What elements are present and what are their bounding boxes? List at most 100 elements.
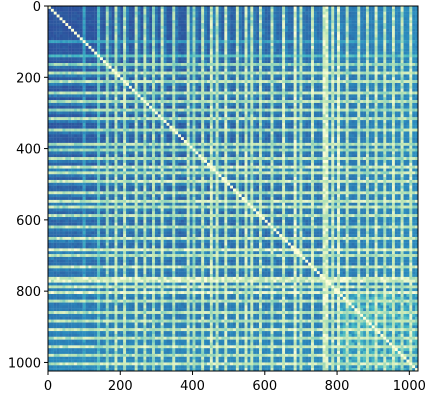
heatmap-cell <box>409 8 413 12</box>
heatmap-cell <box>365 65 370 69</box>
heatmap-cell <box>160 23 164 27</box>
heatmap-cell <box>296 37 300 41</box>
heatmap-cell <box>328 40 332 44</box>
heatmap-cell <box>218 114 222 118</box>
heatmap-cell <box>85 28 89 32</box>
heatmap-cell <box>50 45 54 49</box>
heatmap-cell <box>331 71 335 75</box>
heatmap-cell <box>178 68 182 72</box>
heatmap-cell <box>244 31 248 35</box>
heatmap-cell <box>235 88 239 92</box>
heatmap-cell <box>415 74 419 78</box>
heatmap-cell <box>68 108 72 112</box>
heatmap-cell <box>111 31 115 35</box>
heatmap-cell <box>180 65 185 69</box>
heatmap-cell <box>354 68 358 72</box>
heatmap-cell <box>273 108 277 112</box>
heatmap-cell <box>386 102 390 106</box>
heatmap-cell <box>131 48 135 52</box>
heatmap-cell <box>293 60 297 64</box>
heatmap-cell <box>163 108 167 112</box>
heatmap-cell <box>117 108 121 112</box>
heatmap-cell <box>108 40 112 44</box>
heatmap-cell <box>412 51 416 55</box>
heatmap-cell <box>117 11 121 15</box>
heatmap-cell <box>282 102 286 106</box>
heatmap-cell <box>91 34 95 38</box>
heatmap-cell <box>261 114 265 118</box>
heatmap-cell <box>53 74 57 78</box>
heatmap-cell <box>380 105 384 109</box>
heatmap-cell <box>311 71 315 75</box>
heatmap-cell <box>331 111 335 115</box>
heatmap-cell <box>328 97 332 101</box>
heatmap-cell <box>163 97 167 101</box>
heatmap-cell <box>91 74 95 78</box>
heatmap-cell <box>195 111 199 115</box>
heatmap-cell <box>189 82 193 86</box>
heatmap-cell <box>357 28 361 32</box>
heatmap-cell <box>276 6 280 9</box>
heatmap-cell <box>143 88 147 92</box>
heatmap-cell <box>65 6 69 9</box>
heatmap-cell <box>296 100 300 104</box>
heatmap-cell <box>195 6 199 9</box>
heatmap-cell <box>409 82 413 86</box>
heatmap-cell <box>259 34 263 38</box>
heatmap-cell <box>377 94 381 98</box>
heatmap-cell <box>415 82 419 86</box>
heatmap-cell <box>267 40 271 44</box>
heatmap-cell <box>85 111 89 115</box>
heatmap-cell <box>233 94 237 98</box>
heatmap-cell <box>105 43 109 47</box>
heatmap-cell <box>123 82 127 86</box>
heatmap-cell <box>206 6 211 9</box>
heatmap-cell <box>267 17 271 21</box>
heatmap-cell <box>120 8 124 12</box>
heatmap-cell <box>56 51 60 55</box>
heatmap-cell <box>160 28 164 32</box>
heatmap-cell <box>331 65 335 69</box>
heatmap-cell <box>68 77 72 81</box>
heatmap-cell <box>74 14 78 18</box>
heatmap-cell <box>192 111 196 115</box>
heatmap-cell <box>126 68 130 72</box>
heatmap-cell <box>357 11 361 15</box>
heatmap-cell <box>137 91 141 95</box>
heatmap-cell <box>406 34 410 38</box>
heatmap-cell <box>264 88 268 92</box>
heatmap-cell <box>380 6 384 9</box>
heatmap-cell <box>351 74 355 78</box>
heatmap-cell <box>166 23 170 27</box>
heatmap-cell <box>374 94 378 98</box>
heatmap-cell <box>134 100 138 104</box>
heatmap-cell <box>285 111 289 115</box>
heatmap-cell <box>108 23 112 27</box>
heatmap-cell <box>65 82 69 86</box>
heatmap-cell <box>154 45 158 49</box>
heatmap-cell <box>105 60 109 64</box>
heatmap-cell <box>319 108 323 112</box>
heatmap-cell <box>406 65 410 69</box>
heatmap-cell <box>256 51 260 55</box>
heatmap-cell <box>241 68 245 72</box>
heatmap-cell <box>250 14 254 18</box>
heatmap-cell <box>311 14 315 18</box>
heatmap-cell <box>204 97 208 101</box>
heatmap-cell <box>88 97 92 101</box>
heatmap-cell <box>267 28 271 32</box>
heatmap-cell <box>163 28 167 32</box>
heatmap-cell <box>403 105 407 109</box>
heatmap-cell <box>195 82 199 86</box>
heatmap-cell <box>325 85 329 89</box>
heatmap-cell <box>192 74 196 78</box>
heatmap-cell <box>94 68 98 72</box>
heatmap-cell <box>264 31 268 35</box>
heatmap-cell <box>354 108 358 112</box>
heatmap-cell <box>377 108 381 112</box>
heatmap-cell <box>108 68 112 72</box>
heatmap-cell <box>123 8 127 12</box>
heatmap-cell <box>415 57 419 61</box>
heatmap-cell <box>293 105 297 109</box>
heatmap-cell <box>53 114 57 118</box>
